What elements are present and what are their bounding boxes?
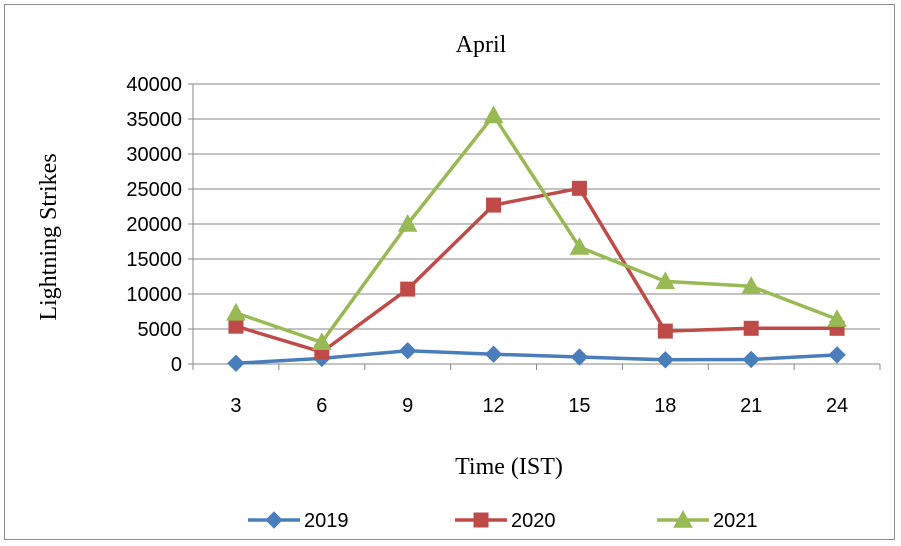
series-2021 — [226, 105, 847, 350]
data-point-2019-18 — [656, 351, 675, 369]
series-layer — [226, 105, 847, 373]
data-point-2021-18 — [655, 271, 676, 290]
y-tick-label: 35000 — [126, 109, 182, 131]
x-tick-label: 6 — [316, 395, 327, 417]
y-tick-label: 10000 — [126, 284, 182, 306]
x-tick-label: 21 — [740, 395, 762, 417]
data-point-2019-12 — [484, 345, 503, 363]
data-point-2019-3 — [227, 354, 245, 373]
x-axis-title: Time (IST) — [455, 454, 563, 480]
data-point-2019-21 — [742, 350, 760, 369]
x-tick-label: 3 — [230, 395, 241, 417]
series-2019 — [227, 341, 846, 373]
gridlines — [193, 83, 880, 330]
data-point-2021-24 — [827, 309, 847, 327]
legend-label-2019: 2019 — [304, 510, 349, 532]
legend: 2019 2020 2021 — [248, 509, 758, 532]
y-tick-label: 30000 — [126, 144, 182, 166]
data-point-2021-21 — [741, 276, 762, 294]
data-point-2020-15 — [571, 180, 587, 196]
series-line-2020 — [235, 186, 838, 354]
data-point-2020-9 — [400, 281, 416, 297]
x-tick-label: 9 — [402, 395, 413, 417]
data-point-2020-3 — [228, 318, 244, 334]
series-line-2021 — [235, 113, 838, 345]
legend-marker-2019 — [265, 511, 283, 529]
data-point-2020-21 — [743, 320, 759, 336]
series-2020 — [228, 180, 845, 360]
data-point-2021-12 — [483, 105, 504, 124]
chart-title: April — [456, 32, 507, 58]
y-tick-label: 15000 — [126, 249, 182, 271]
data-point-2021-3 — [226, 302, 246, 321]
data-point-2021-15 — [569, 237, 590, 255]
legend-item-2020: 2020 — [455, 510, 556, 532]
legend-label-2021: 2021 — [713, 510, 758, 532]
y-tick-label: 20000 — [126, 214, 182, 236]
x-tick-label: 12 — [482, 395, 504, 417]
data-point-2020-12 — [486, 197, 502, 213]
x-tick-label: 15 — [568, 395, 590, 417]
series-line-2019 — [235, 348, 838, 366]
legend-item-2019: 2019 — [248, 510, 349, 532]
y-axis-title: Lightning Strikes — [36, 153, 62, 320]
y-tick-label: 25000 — [126, 179, 182, 201]
x-tick-label: 18 — [654, 395, 676, 417]
y-tick-label: 0 — [171, 354, 182, 376]
y-tick-label: 40000 — [126, 74, 182, 96]
chart-frame — [4, 4, 895, 540]
x-tick-label: 24 — [826, 395, 848, 417]
axes: 0 5000 10000 15000 20000 25000 30000 35000 40000… — [126, 74, 881, 417]
data-point-2019-9 — [398, 341, 417, 360]
legend-label-2020: 2020 — [511, 510, 556, 532]
data-point-2021-9 — [397, 213, 418, 232]
legend-marker-2020 — [473, 512, 489, 528]
data-point-2019-24 — [828, 346, 846, 364]
data-point-2020-18 — [657, 323, 673, 339]
legend-item-2021: 2021 — [657, 509, 758, 532]
y-tick-label: 5000 — [138, 319, 183, 341]
data-point-2019-15 — [570, 348, 589, 366]
data-point-2021-6 — [311, 332, 332, 350]
legend-marker-2021 — [673, 509, 693, 528]
